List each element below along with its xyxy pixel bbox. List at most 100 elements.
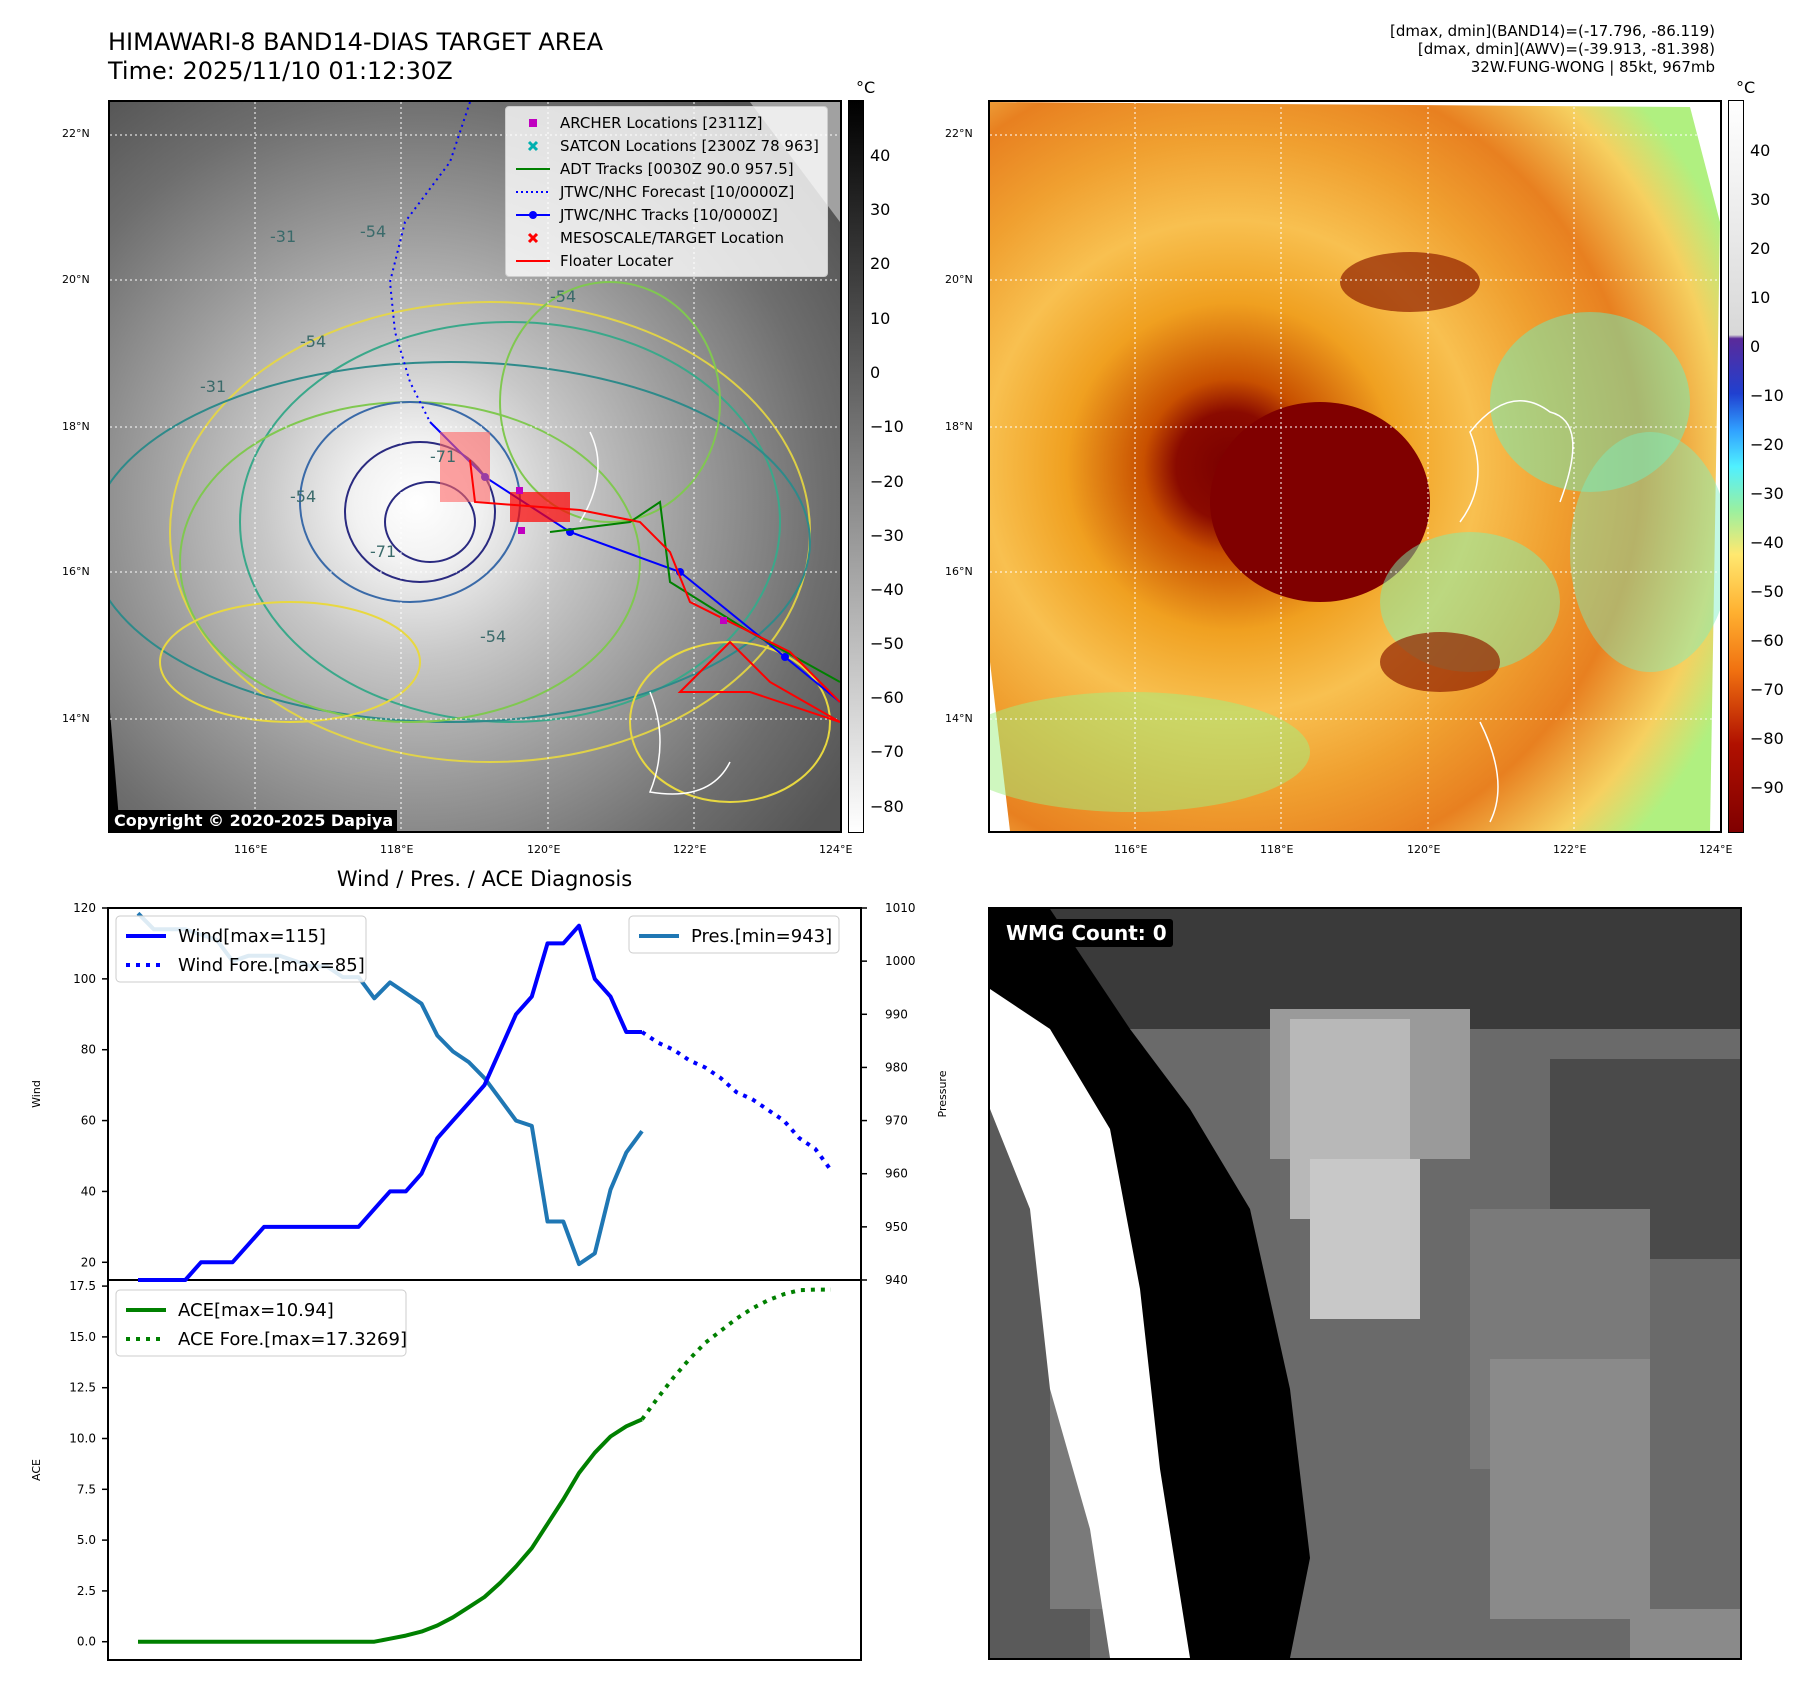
legend-item-jtwc-tracks: JTWC/NHC Tracks [10/0000Z]: [514, 203, 819, 226]
legend-label: ADT Tracks [0030Z 90.0 957.5]: [560, 159, 794, 178]
contour-label: -31: [200, 377, 226, 396]
contour-label: -54: [480, 627, 506, 646]
contour-label: -54: [550, 287, 576, 306]
colorbar-tick: 10: [870, 309, 891, 328]
colorbar-tick: −10: [1750, 386, 1784, 405]
pressure-axis-tick-label: 950: [885, 1220, 908, 1234]
colorbar-tick: −70: [1750, 680, 1784, 699]
contour-label: -54: [300, 332, 326, 351]
colorbar-unit: °C: [1736, 78, 1756, 97]
legend-entry: Pres.[min=943]: [691, 926, 832, 947]
info-band14: [dmax, dmin](BAND14)=(-17.796, -86.119): [1390, 22, 1715, 40]
wind-axis-tick-label: 80: [81, 1043, 96, 1057]
legend-entry: ACE[max=10.94]: [178, 1300, 334, 1321]
colorbar-tick: −60: [870, 688, 904, 707]
pressure-axis-tick-label: 990: [885, 1007, 908, 1021]
colorbar-tick: −50: [870, 634, 904, 653]
colorbar-tick: −80: [870, 797, 904, 816]
legend-item-floater: Floater Locater: [514, 249, 819, 272]
colorbar-tick: 30: [870, 200, 891, 219]
contour-label: -31: [270, 227, 296, 246]
legend-item-archer: ARCHER Locations [2311Z]: [514, 111, 819, 134]
contour-label: -54: [360, 222, 386, 241]
pressure-axis-tick-label: 1000: [885, 954, 916, 968]
lon-label: 122°E: [673, 843, 707, 856]
colorbar-tick: 0: [870, 363, 881, 382]
legend-label: ARCHER Locations [2311Z]: [560, 113, 763, 132]
figure-title: HIMAWARI-8 BAND14-DIAS TARGET AREA Time:…: [108, 28, 603, 86]
legend-label: SATCON Locations [2300Z 78 963]: [560, 136, 819, 155]
ace-axis-tick-label: 10.0: [69, 1432, 96, 1446]
lon-label: 122°E: [1553, 843, 1587, 856]
contour-label: -71: [430, 447, 456, 466]
colorbar-tick: 20: [870, 254, 891, 273]
colorbar-tick: −60: [1750, 631, 1784, 650]
pressure-legend: [628, 915, 840, 954]
wind-axis-tick-label: 120: [73, 901, 96, 915]
lat-label: 16°N: [62, 565, 90, 578]
lon-label: 116°E: [234, 843, 268, 856]
colorbar-tick: −10: [870, 417, 904, 436]
ace-axis-label: ACE: [30, 1459, 43, 1481]
wind-axis-tick-label: 20: [81, 1255, 96, 1269]
ace-legend: [115, 1289, 407, 1357]
lon-label: 124°E: [819, 843, 853, 856]
copyright-label: Copyright © 2020-2025 Dapiya: [110, 810, 398, 831]
legend-item-satcon: SATCON Locations [2300Z 78 963]: [514, 134, 819, 157]
pressure-axis-tick-label: 940: [885, 1273, 908, 1287]
wmg-count-label: WMG Count: 0: [1000, 919, 1173, 947]
pressure-axis-tick-label: 1010: [885, 901, 916, 915]
legend-item-adt: ADT Tracks [0030Z 90.0 957.5]: [514, 157, 819, 180]
lat-label: 20°N: [945, 273, 973, 286]
lon-label: 120°E: [527, 843, 561, 856]
info-storm: 32W.FUNG-WONG | 85kt, 967mb: [1470, 58, 1715, 76]
lat-label: 22°N: [945, 127, 973, 140]
colorbar-tick: −40: [870, 580, 904, 599]
legend-entry: Wind Fore.[max=85]: [178, 955, 365, 976]
lat-label: 22°N: [62, 127, 90, 140]
colorbar-tick: −50: [1750, 582, 1784, 601]
ace-axis-tick-label: 2.5: [77, 1584, 96, 1598]
colorbar-tick: −20: [870, 472, 904, 491]
figure-title-line2: Time: 2025/11/10 01:12:30Z: [108, 57, 453, 85]
ace-axis-tick-label: 5.0: [77, 1533, 96, 1547]
enhanced-ir-panel[interactable]: [988, 100, 1722, 833]
colorbar-unit: °C: [856, 78, 876, 97]
ace-axis-tick-label: 0.0: [77, 1635, 96, 1649]
legend-label: JTWC/NHC Tracks [10/0000Z]: [560, 205, 778, 224]
ir-colorbar: [848, 100, 864, 833]
wind-axis-label: Wind: [30, 1080, 43, 1108]
contour-label: -54: [290, 487, 316, 506]
wind-forecast-series-line: [640, 1030, 833, 1172]
colorbar-tick: −20: [1750, 435, 1784, 454]
ace-axis-tick-label: 7.5: [77, 1482, 96, 1496]
wmg-panel[interactable]: WMG Count: 0: [988, 907, 1742, 1660]
contour-label: -71: [370, 542, 396, 561]
pressure-axis-tick-label: 960: [885, 1167, 908, 1181]
pressure-axis-tick-label: 980: [885, 1060, 908, 1074]
wind-series-line: [138, 923, 642, 1282]
legend-label: MESOSCALE/TARGET Location: [560, 228, 785, 247]
wmg-image: [990, 909, 1740, 1658]
ace-axis-tick-label: 15.0: [69, 1330, 96, 1344]
colorbar-tick: −80: [1750, 729, 1784, 748]
colorbar-tick: 40: [870, 146, 891, 165]
ace-axis-tick-label: 12.5: [69, 1381, 96, 1395]
colorbar-tick: 40: [1750, 141, 1771, 160]
ace-forecast-series-line: [640, 1287, 831, 1421]
ir-map-panel[interactable]: -31 -54 -54 -54 -31 -54 -71 -71 -54 Copy…: [108, 100, 842, 833]
pressure-axis-tick-label: 970: [885, 1114, 908, 1128]
enhanced-colorbar: [1728, 100, 1744, 833]
lat-label: 20°N: [62, 273, 90, 286]
figure-info: [dmax, dmin](BAND14)=(-17.796, -86.119) …: [1390, 22, 1715, 76]
lat-label: 18°N: [62, 420, 90, 433]
ace-axis-tick-label: 17.5: [69, 1279, 96, 1293]
info-awv: [dmax, dmin](AWV)=(-39.913, -81.398): [1417, 40, 1715, 58]
diagnosis-charts: Wind / Pres. / ACE Diagnosis 20 40 60 80 100 1…: [30, 867, 949, 1661]
wind-legend: [115, 915, 367, 983]
colorbar-tick: 0: [1750, 337, 1761, 356]
colorbar-tick: −70: [870, 742, 904, 761]
legend-item-jtwc-forecast: JTWC/NHC Forecast [10/0000Z]: [514, 180, 819, 203]
legend-label: Floater Locater: [560, 251, 674, 270]
lat-label: 16°N: [945, 565, 973, 578]
